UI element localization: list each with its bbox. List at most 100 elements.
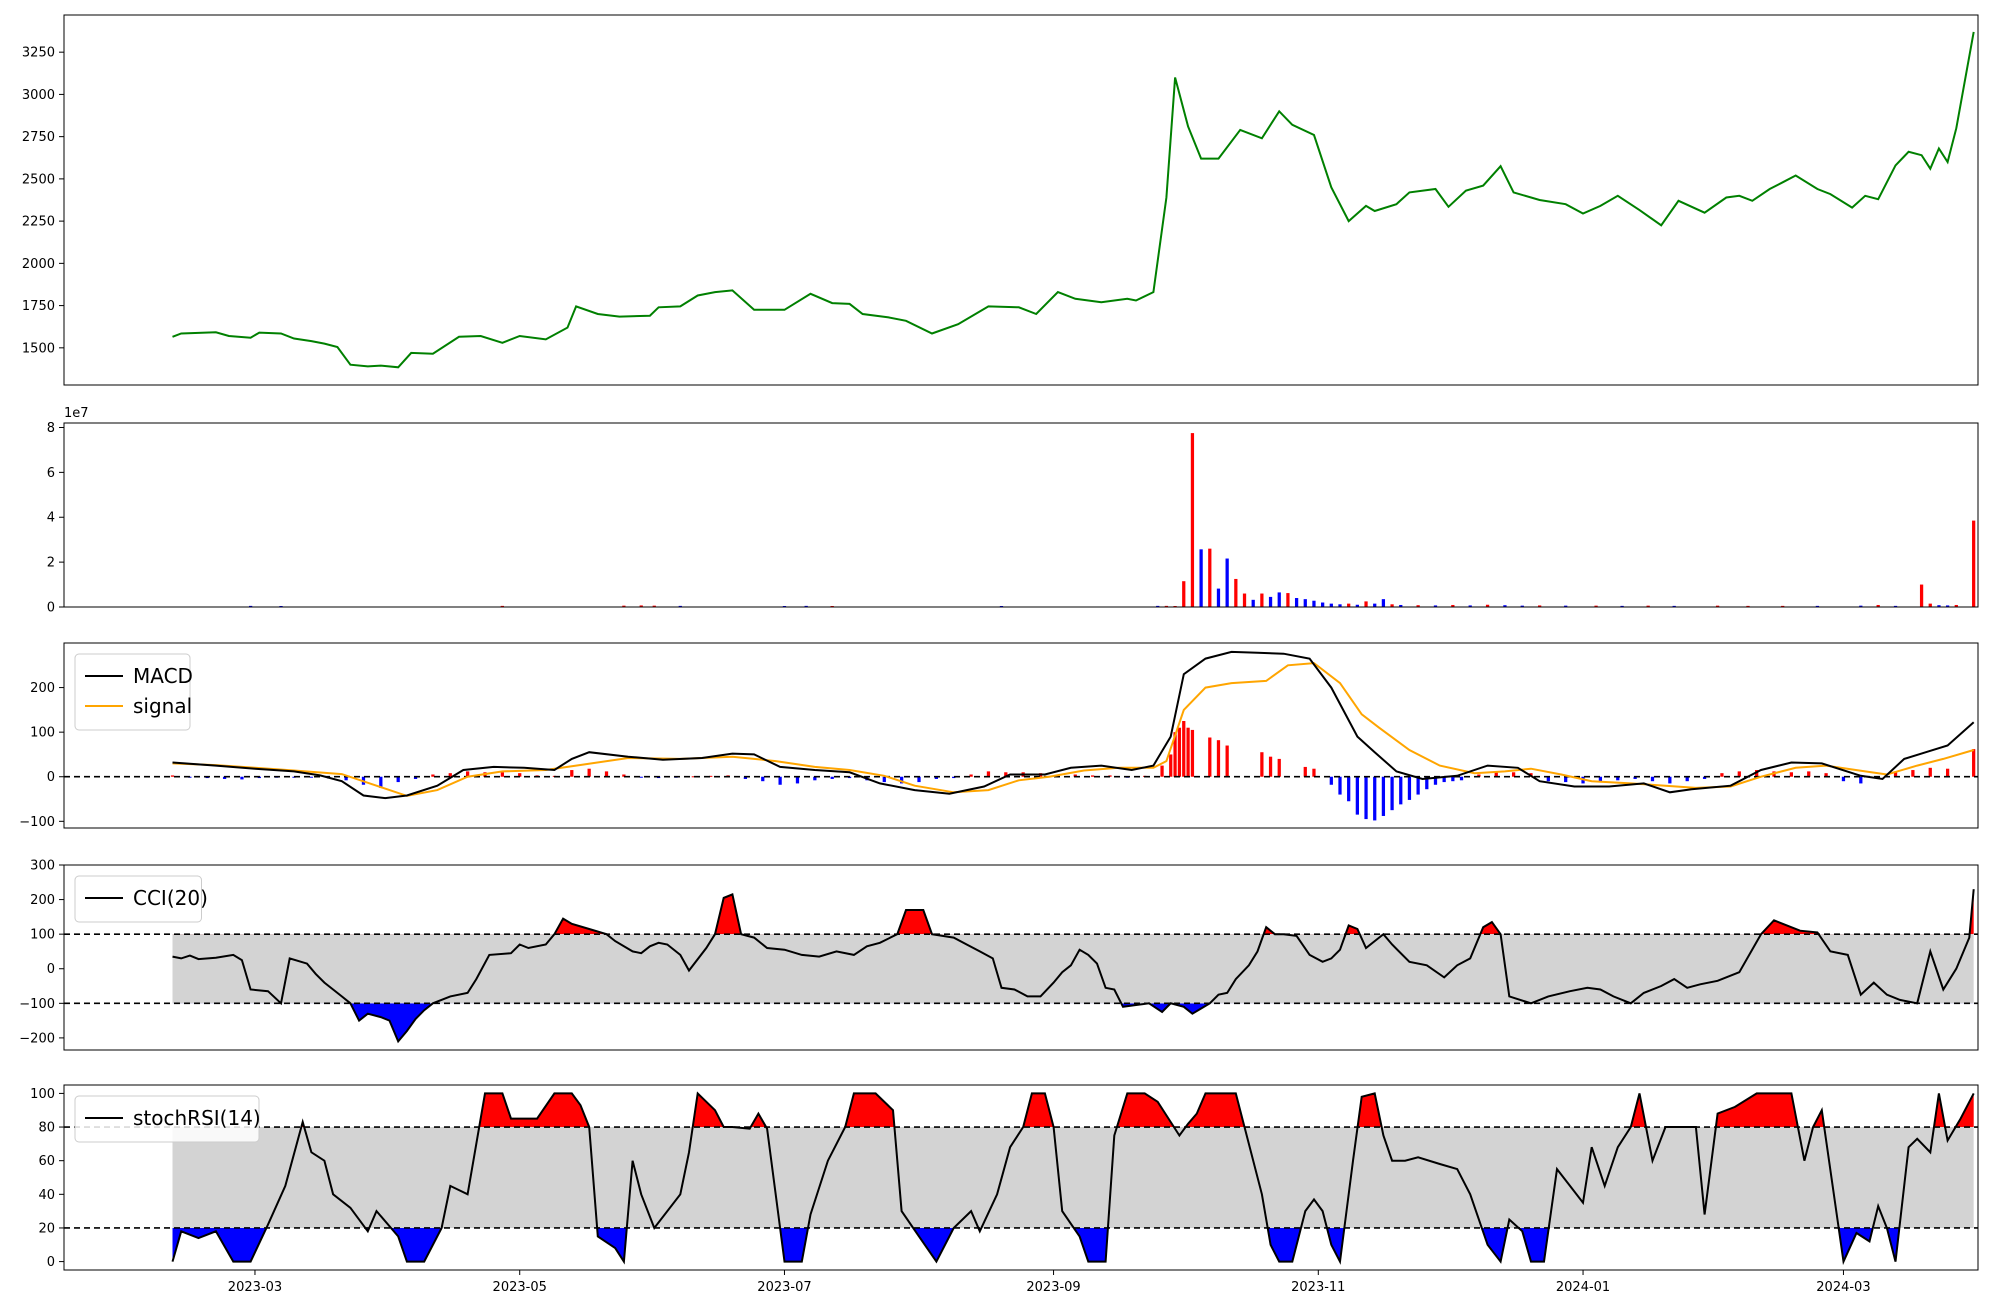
y-tick-label: 3250	[22, 46, 55, 61]
legend-label: CCI(20)	[133, 886, 208, 910]
macd-histogram-bar	[570, 770, 574, 777]
volume-bar	[1954, 604, 1958, 607]
macd-histogram-bar	[1225, 745, 1229, 777]
volume-bar	[1199, 549, 1203, 607]
volume-bar	[1355, 604, 1359, 607]
x-tick-label: 2023-09	[1026, 1280, 1080, 1295]
y-tick-label: 100	[30, 726, 55, 741]
volume-bar	[1347, 603, 1351, 607]
macd-histogram-bar	[240, 776, 244, 780]
macd-histogram-bar	[1160, 765, 1164, 777]
y-tick-label: 4	[47, 511, 55, 526]
macd-histogram-bar	[309, 776, 314, 778]
macd-histogram-bar	[1073, 774, 1077, 777]
macd-histogram-bar	[1208, 737, 1212, 777]
volume-bar	[1390, 604, 1394, 607]
volume-bar	[248, 605, 253, 607]
macd-histogram-bar	[1303, 766, 1307, 777]
stochrsi-axes-frame	[63, 1084, 1979, 1271]
macd-histogram-bar	[1494, 771, 1498, 777]
volume-bar	[1260, 593, 1264, 607]
volume-bar	[1416, 605, 1420, 607]
macd-histogram-bar	[1824, 773, 1828, 777]
macd-histogram-bar	[344, 776, 348, 781]
y-tick-label: 0	[47, 601, 55, 616]
volume-bar	[1451, 604, 1455, 607]
macd-histogram-bar	[952, 776, 956, 779]
cci-neutral-band	[172, 934, 1974, 1004]
volume-bar	[1564, 605, 1568, 607]
y-tick-label: 200	[30, 893, 55, 908]
macd-histogram-bar	[396, 776, 400, 783]
macd-histogram-bar	[1668, 776, 1672, 784]
y-tick-label: 0	[47, 962, 55, 977]
y-tick-label: 8	[47, 421, 55, 436]
macd-histogram-bar	[795, 776, 800, 784]
y-tick-label: 0	[47, 1255, 55, 1270]
macd-histogram-bar	[222, 776, 227, 779]
macd-histogram-bar	[413, 776, 418, 779]
volume-bar	[1503, 605, 1507, 607]
signal-line	[172, 662, 1974, 797]
macd-histogram-bar	[813, 776, 817, 781]
y-tick-label: 2750	[22, 130, 55, 145]
volume-bar	[500, 605, 504, 607]
macd-axes-frame	[63, 642, 1979, 829]
volume-bar	[1364, 601, 1368, 607]
macd-histogram-bar	[691, 776, 695, 778]
x-tick-label: 2023-07	[757, 1280, 811, 1295]
macd-histogram-bar	[1893, 771, 1898, 777]
price-line	[172, 31, 1975, 369]
macd-histogram-bar	[1633, 776, 1637, 779]
y-tick-label: 40	[38, 1188, 55, 1203]
volume-panel: 0 2 4 6 8 1e7	[47, 406, 1979, 616]
macd-histogram-bar	[882, 776, 886, 783]
volume-bar	[1594, 605, 1598, 607]
macd-histogram-bar	[587, 768, 591, 777]
macd-histogram-bar	[917, 776, 921, 783]
macd-histogram-bar	[1177, 727, 1182, 777]
macd-histogram-bar	[1477, 774, 1481, 777]
volume-bar	[1182, 581, 1186, 607]
volume-bar	[1893, 605, 1898, 607]
volume-bar	[1294, 598, 1299, 607]
volume-bar	[1338, 604, 1342, 607]
y-tick-label: 100	[30, 1087, 55, 1102]
macd-line	[172, 650, 1975, 800]
y-tick-label: 100	[30, 928, 55, 943]
macd-histogram-bar	[1859, 776, 1863, 784]
legend-label: MACD	[133, 664, 193, 688]
volume-axes-frame	[63, 422, 1979, 608]
macd-histogram-bar	[1755, 770, 1759, 777]
volume-bar	[1919, 584, 1924, 607]
volume-bar	[1156, 605, 1160, 607]
macd-histogram-bar	[466, 771, 470, 777]
macd-histogram-bar	[170, 775, 175, 777]
volume-bar	[1859, 605, 1863, 607]
volume-bar	[1242, 593, 1247, 607]
x-tick-label: 2023-11	[1291, 1280, 1345, 1295]
macd-histogram-bar	[1390, 776, 1394, 811]
macd-histogram-bar	[1442, 776, 1446, 783]
macd-histogram-bar	[1841, 776, 1846, 782]
macd-panel: −100 0 100 200 MACD signal	[19, 642, 1979, 830]
volume-bar	[1433, 605, 1438, 607]
volume-bar	[1286, 593, 1290, 607]
cci-axes-frame	[63, 864, 1979, 1051]
macd-histogram-bar	[1911, 770, 1915, 777]
macd-histogram-bar	[1546, 776, 1550, 782]
price-axes-frame	[63, 14, 1979, 386]
volume-bar	[1620, 605, 1624, 607]
volume-bar	[622, 605, 626, 607]
stochrsi-line	[171, 1091, 1975, 1266]
cci-panel: −200 −100 0 100 200 300 CCI(20)	[19, 859, 1979, 1051]
volume-bar	[1329, 603, 1333, 607]
macd-histogram-bar	[1407, 776, 1412, 800]
volume-bar	[1538, 605, 1542, 607]
volume-bar	[1251, 599, 1255, 607]
macd-histogram-bar	[1004, 772, 1008, 777]
cci-line	[172, 889, 1975, 1044]
legend-box	[74, 1095, 260, 1143]
volume-bar	[1815, 605, 1820, 607]
macd-histogram-bar	[778, 776, 782, 785]
